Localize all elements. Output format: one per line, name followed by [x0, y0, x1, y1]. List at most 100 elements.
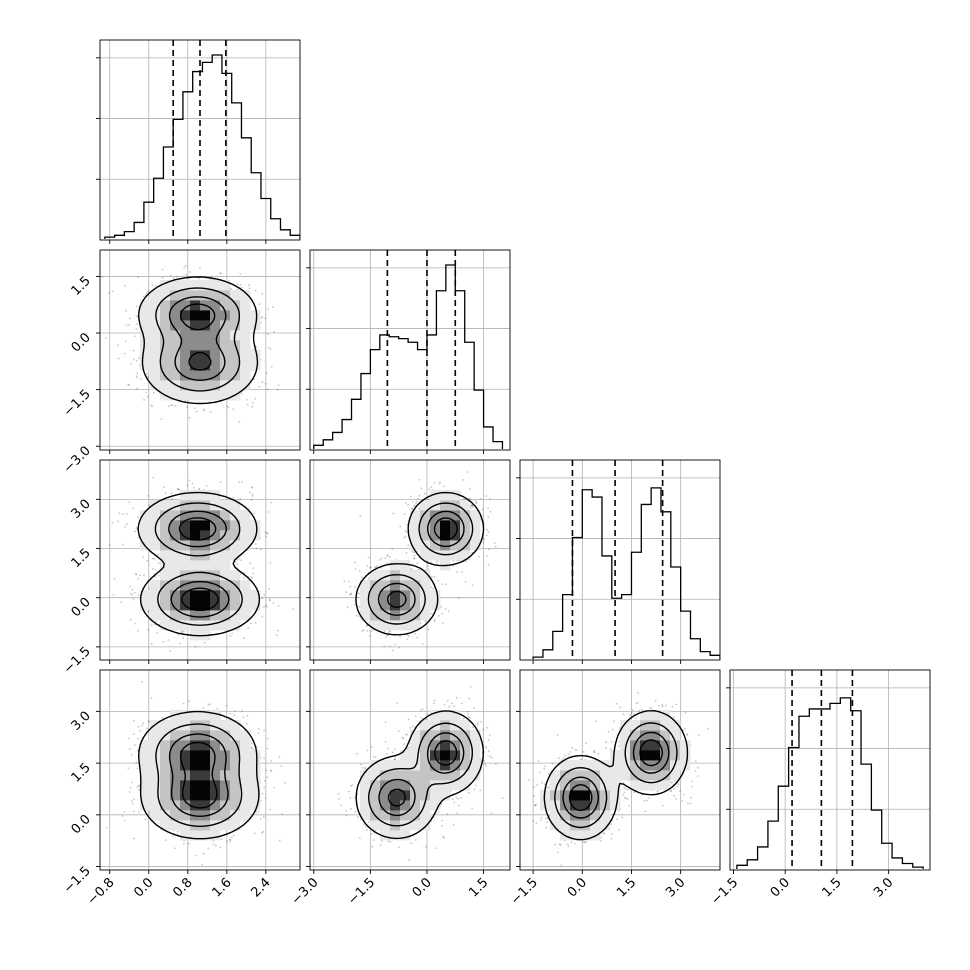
density-cell: [210, 320, 221, 331]
scatter-point: [413, 557, 415, 560]
density-cell: [230, 570, 241, 581]
density-cell: [450, 540, 461, 551]
density-cell: [200, 330, 211, 341]
density-cell: [410, 610, 421, 621]
density-panel-2-1: [343, 471, 497, 652]
scatter-point: [185, 273, 188, 276]
scatter-point: [414, 502, 417, 505]
scatter-point: [406, 638, 409, 641]
scatter-point: [146, 559, 149, 562]
scatter-point: [462, 479, 465, 481]
scatter-point: [164, 492, 167, 494]
scatter-point: [269, 599, 271, 602]
density-panel-2-0: [108, 476, 300, 653]
scatter-point: [205, 484, 208, 487]
density-cell: [190, 590, 201, 601]
scatter-point: [118, 512, 121, 514]
scatter-point: [248, 287, 251, 290]
density-cell: [190, 390, 201, 401]
scatter-point: [433, 619, 436, 621]
density-cell: [460, 500, 471, 511]
scatter-point: [416, 562, 419, 565]
density-cell: [240, 510, 251, 521]
scatter-point: [154, 284, 157, 287]
scatter-point: [409, 495, 412, 498]
scatter-point: [254, 289, 257, 292]
density-cell: [200, 350, 211, 361]
density-cell: [230, 610, 241, 621]
scatter-point: [445, 583, 447, 586]
scatter-point: [353, 603, 356, 606]
scatter-point: [407, 544, 410, 547]
scatter-point: [405, 502, 407, 504]
scatter-point: [147, 610, 150, 613]
density-cell: [410, 590, 421, 601]
scatter-point: [361, 576, 363, 579]
density-cell: [220, 380, 231, 391]
density-cell: [370, 590, 381, 601]
scatter-point: [167, 405, 170, 408]
scatter-point: [147, 629, 150, 631]
scatter-point: [267, 511, 270, 513]
scatter-point: [176, 488, 179, 490]
scatter-point: [111, 521, 114, 524]
density-cell: [200, 560, 211, 571]
scatter-point: [232, 496, 235, 499]
density-cell: [200, 540, 211, 551]
scatter-point: [145, 391, 148, 394]
scatter-point: [143, 399, 145, 401]
density-cell: [450, 490, 461, 501]
scatter-point: [231, 632, 234, 635]
scatter-point: [250, 498, 253, 501]
density-cell: [450, 550, 461, 561]
scatter-point: [427, 498, 429, 501]
density-cell: [240, 290, 251, 301]
scatter-point: [368, 577, 371, 579]
density-cell: [140, 340, 151, 351]
density-cell: [180, 290, 191, 301]
scatter-point: [413, 504, 416, 507]
scatter-point: [251, 405, 254, 408]
scatter-point: [113, 577, 116, 580]
scatter-point: [122, 543, 124, 546]
scatter-point: [182, 636, 184, 639]
density-cell: [160, 600, 171, 611]
density-cell: [220, 330, 231, 341]
scatter-point: [481, 508, 484, 511]
scatter-point: [488, 548, 490, 551]
scatter-point: [438, 482, 441, 485]
scatter-point: [148, 504, 151, 506]
density-cell: [200, 520, 211, 531]
density-cell: [190, 330, 201, 341]
density-cell: [240, 340, 251, 351]
scatter-point: [152, 557, 154, 560]
y-tick-label: 1.5: [69, 546, 94, 571]
scatter-point: [418, 478, 421, 481]
scatter-point: [486, 528, 489, 531]
scatter-point: [136, 323, 138, 325]
scatter-point: [430, 486, 433, 488]
scatter-point: [156, 553, 159, 556]
density-cell: [200, 600, 211, 611]
scatter-point: [238, 481, 241, 483]
scatter-point: [172, 277, 175, 280]
density-cell: [450, 510, 461, 521]
scatter-point: [125, 512, 128, 515]
scatter-point: [265, 372, 268, 374]
axes-frame-2-0: [99, 459, 301, 661]
scatter-point: [251, 493, 254, 496]
density-cell: [140, 310, 151, 321]
scatter-point: [261, 316, 264, 319]
scatter-point: [152, 391, 155, 394]
scatter-point: [226, 405, 229, 407]
density-cell: [170, 310, 181, 321]
scatter-point: [178, 488, 180, 491]
density-cell: [240, 610, 251, 621]
scatter-point: [368, 635, 371, 637]
density-cell: [220, 370, 231, 381]
scatter-point: [441, 622, 444, 624]
density-cell: [230, 620, 241, 631]
density-cell: [240, 360, 251, 371]
scatter-point: [458, 597, 460, 600]
scatter-point: [260, 316, 263, 319]
